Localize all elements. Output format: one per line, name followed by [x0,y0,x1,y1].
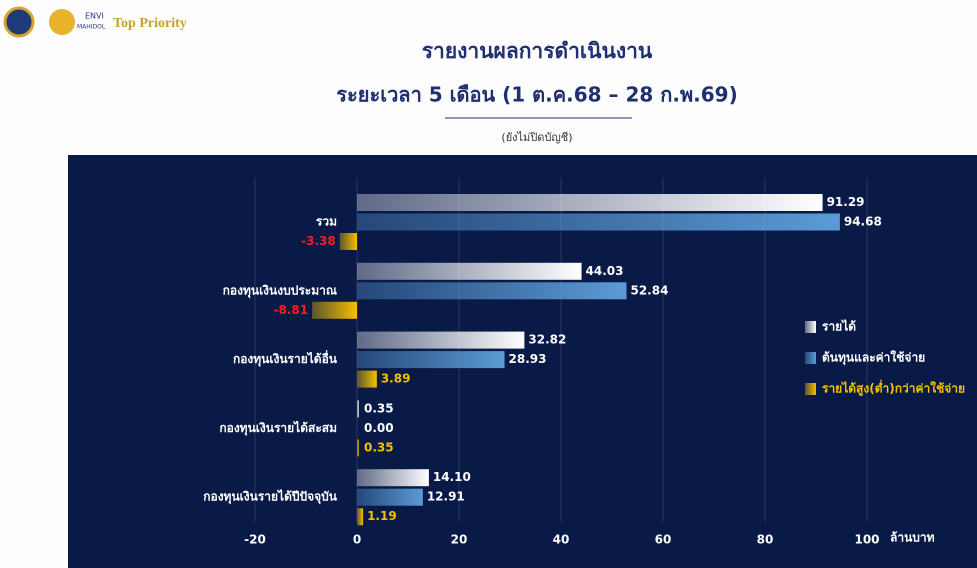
x-tick-label: -20 [244,533,266,547]
bar [357,262,582,280]
legend-swatch [805,321,816,333]
value-label: 32.82 [528,333,566,347]
value-label: 44.03 [586,264,624,278]
bar [357,469,429,487]
logo-top: ENVI [85,12,104,21]
legend-label: รายได้ [822,319,856,334]
bar [357,331,525,349]
bar [357,439,359,457]
legend-swatch [805,383,816,395]
chart-subtitle: ระยะเวลา 5 เดือน (1 ต.ค.68 – 28 ก.พ.69) [336,83,737,107]
value-label: 3.89 [381,372,411,386]
chart-title: รายงานผลการดำเนินงาน [422,39,653,63]
x-tick-label: 80 [757,533,774,547]
logo-bottom: MAHIDOL [77,24,106,31]
value-label: 14.10 [433,470,471,484]
value-label: 0.00 [364,421,394,435]
category-label: กองทุนเงินรายได้สะสม [219,420,337,436]
x-tick-label: 0 [353,533,361,547]
value-label: 0.35 [364,401,394,415]
bar [357,282,627,300]
bar [357,213,840,231]
value-label: 1.19 [367,509,397,523]
legend-label: รายได้สูง(ต่ำ)กว่าค่าใช้จ่าย [822,380,965,397]
value-label: 12.91 [427,490,465,504]
x-tick-label: 100 [854,533,879,547]
bar [357,488,423,506]
value-label: 0.35 [364,440,394,454]
bar [357,370,377,388]
legend-label: ต้นทุนและค่าใช้จ่าย [822,350,925,366]
value-label: -3.38 [301,234,336,248]
legend-swatch [805,352,816,364]
value-label: 52.84 [630,283,668,297]
category-label: กองทุนเงินงบประมาณ [223,283,337,298]
value-label: 28.93 [509,352,547,366]
value-label: 94.68 [844,215,882,229]
value-label: 91.29 [827,195,865,209]
brand: Top Priority [113,16,187,31]
category-label: รวม [316,215,337,229]
bar [357,194,823,211]
logo-envi [49,9,75,35]
bar [357,400,359,418]
x-tick-label: 20 [451,533,468,547]
bar [357,351,505,369]
x-axis-label: ล้านบาท [890,531,935,545]
bar [312,301,357,319]
note: (ยังไม่ปิดบัญชี) [501,131,572,144]
category-label: กองทุนเงินรายได้ปีปัจจุบัน [203,489,338,505]
bar [339,233,357,250]
bar [357,508,364,526]
logo-seal [3,6,35,38]
category-label: กองทุนเงินรายได้อื่น [233,350,338,367]
x-tick-label: 60 [655,533,672,547]
value-label: -8.81 [273,303,308,317]
x-tick-label: 40 [553,533,570,547]
